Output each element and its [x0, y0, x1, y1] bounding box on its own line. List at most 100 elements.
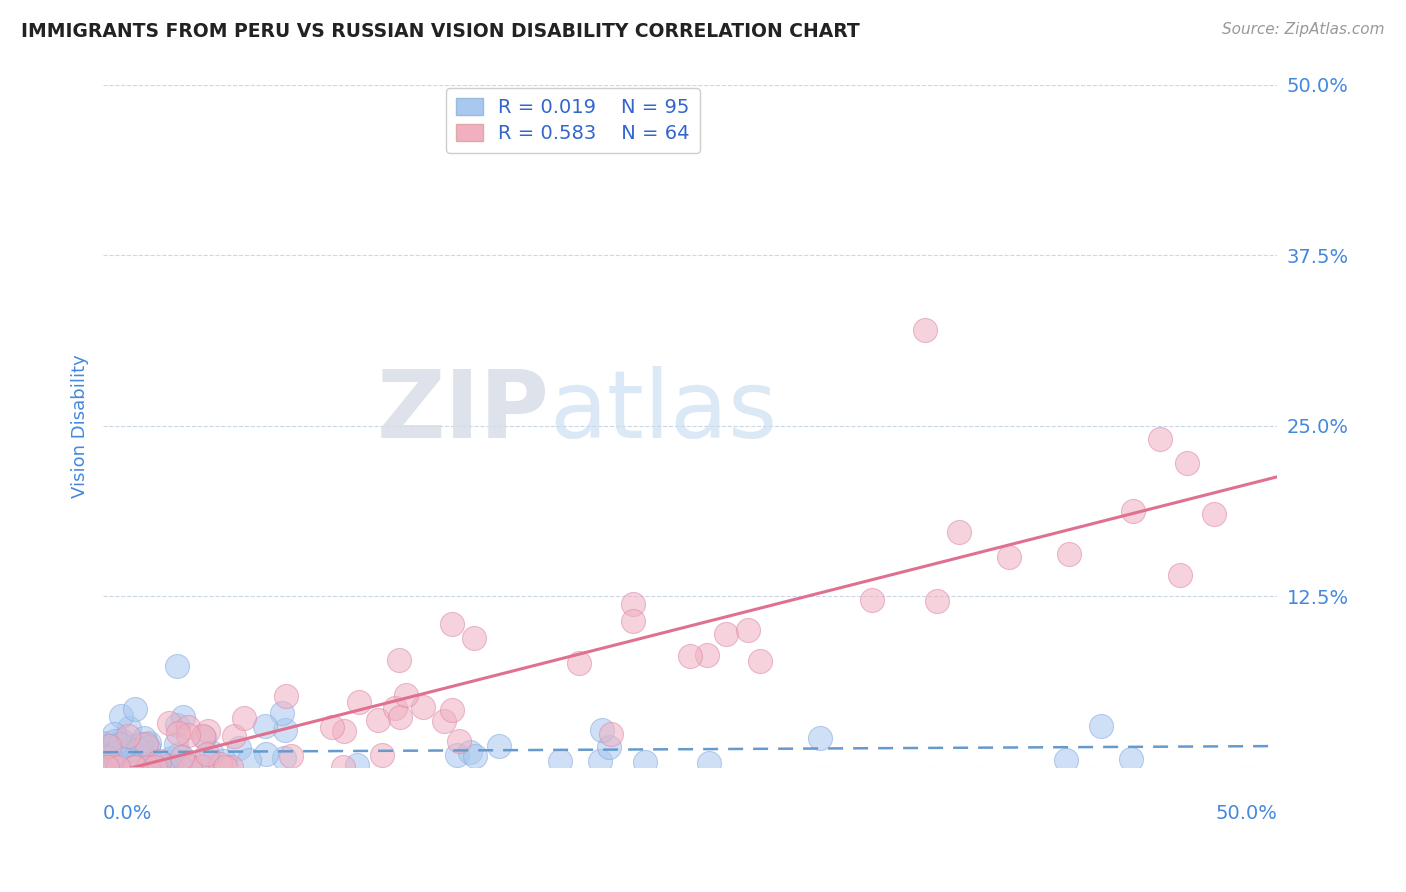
Point: [127, 743, 149, 757]
Point: [197, 747, 219, 761]
Point: [98, 739, 121, 753]
Point: [159, 757, 181, 772]
Point: [488, 739, 510, 753]
Point: [190, 760, 212, 774]
Point: [101, 752, 124, 766]
Point: [131, 757, 153, 772]
Point: [253, 718, 276, 732]
Point: [96, 756, 118, 771]
Point: [214, 760, 236, 774]
Point: [193, 730, 215, 744]
Point: [110, 709, 132, 723]
Point: [166, 659, 188, 673]
Point: [121, 754, 143, 768]
Point: [107, 759, 129, 773]
Point: [124, 760, 146, 774]
Point: [697, 756, 720, 770]
Point: [128, 748, 150, 763]
Point: [167, 747, 190, 761]
Point: [94, 749, 117, 764]
Point: [110, 737, 132, 751]
Point: [1170, 567, 1192, 582]
Point: [111, 749, 134, 764]
Point: [914, 323, 936, 337]
Point: [157, 715, 180, 730]
Point: [107, 760, 129, 774]
Point: [101, 752, 124, 766]
Point: [143, 760, 166, 774]
Point: [138, 757, 160, 772]
Point: [98, 759, 121, 773]
Point: [112, 747, 135, 762]
Point: [589, 754, 612, 768]
Point: [221, 760, 243, 774]
Point: [271, 706, 294, 721]
Point: [716, 626, 738, 640]
Point: [169, 759, 191, 773]
Point: [114, 758, 136, 772]
Point: [233, 711, 256, 725]
Point: [621, 614, 644, 628]
Point: [550, 754, 572, 768]
Point: [191, 759, 214, 773]
Point: [170, 750, 193, 764]
Point: [176, 729, 198, 743]
Point: [332, 760, 354, 774]
Point: [927, 594, 949, 608]
Point: [177, 720, 200, 734]
Point: [440, 702, 463, 716]
Point: [321, 720, 343, 734]
Point: [860, 593, 883, 607]
Point: [737, 623, 759, 637]
Point: [111, 747, 134, 762]
Point: [176, 757, 198, 772]
Point: [749, 654, 772, 668]
Point: [108, 742, 131, 756]
Point: [117, 729, 139, 743]
Point: [458, 745, 481, 759]
Point: [197, 723, 219, 738]
Point: [598, 739, 620, 754]
Point: [679, 649, 702, 664]
Point: [1175, 456, 1198, 470]
Point: [155, 759, 177, 773]
Point: [346, 757, 368, 772]
Point: [634, 755, 657, 769]
Text: 50.0%: 50.0%: [1215, 805, 1277, 823]
Point: [274, 689, 297, 703]
Point: [136, 740, 159, 755]
Point: [238, 753, 260, 767]
Point: [212, 754, 235, 768]
Point: [114, 745, 136, 759]
Point: [100, 756, 122, 771]
Point: [103, 760, 125, 774]
Point: [108, 749, 131, 764]
Point: [1122, 504, 1144, 518]
Point: [172, 710, 194, 724]
Point: [1054, 753, 1077, 767]
Point: [129, 737, 152, 751]
Point: [105, 738, 128, 752]
Point: [125, 757, 148, 772]
Point: [104, 756, 127, 770]
Text: IMMIGRANTS FROM PERU VS RUSSIAN VISION DISABILITY CORRELATION CHART: IMMIGRANTS FROM PERU VS RUSSIAN VISION D…: [21, 22, 860, 41]
Text: Source: ZipAtlas.com: Source: ZipAtlas.com: [1222, 22, 1385, 37]
Point: [112, 752, 135, 766]
Point: [179, 760, 201, 774]
Point: [412, 700, 434, 714]
Point: [101, 752, 124, 766]
Point: [143, 757, 166, 772]
Point: [591, 723, 613, 738]
Point: [128, 757, 150, 772]
Point: [395, 688, 418, 702]
Point: [105, 740, 128, 755]
Point: [134, 731, 156, 746]
Point: [1119, 752, 1142, 766]
Point: [122, 760, 145, 774]
Point: [347, 695, 370, 709]
Point: [1090, 718, 1112, 732]
Point: [623, 597, 645, 611]
Point: [388, 653, 411, 667]
Point: [138, 736, 160, 750]
Text: atlas: atlas: [550, 367, 778, 458]
